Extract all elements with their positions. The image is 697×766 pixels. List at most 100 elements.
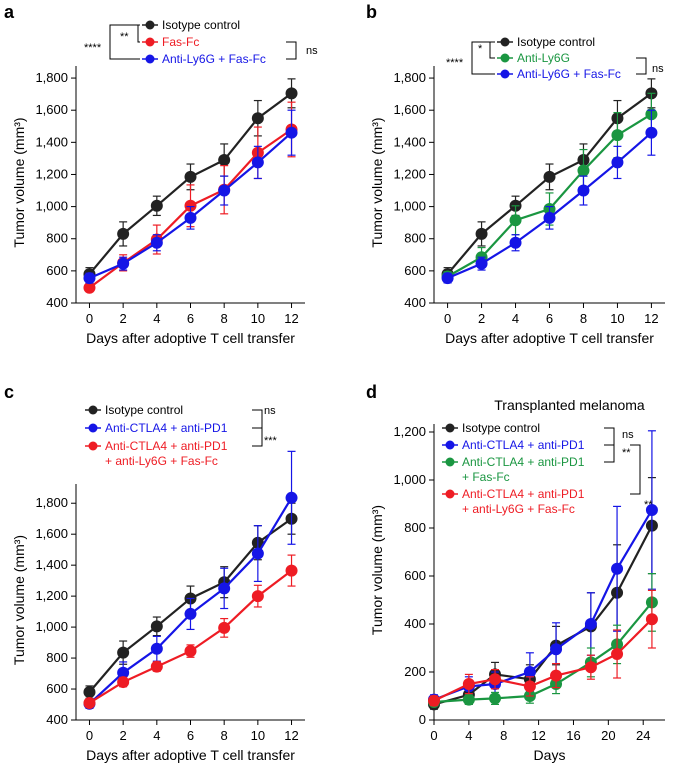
bracket-line [636,57,647,75]
x-tick-label: 2 [120,728,127,743]
y-tick-label: 1,600 [393,102,426,117]
legend: Isotype control Fas-Fc Anti-Ly6G + Fas-Fc [142,18,266,66]
legend-marker [88,405,98,415]
data-point [150,620,163,633]
panel-letter: a [4,2,15,22]
legend: Isotype control Anti-CTLA4 + anti-PD1 Anti… [85,403,228,468]
y-tick-label: 200 [404,664,426,679]
data-point [611,156,624,169]
series-line [433,509,653,701]
y-tick-label: 1,800 [35,495,68,510]
data-point [577,184,590,197]
panel-c: c 400 600 800 1,000 1,200 1,400 1,600 1,800 0 2 4 6 8… [4,382,305,763]
y-tick-label: 1,200 [393,166,426,181]
data-point [117,666,130,679]
data-point [285,564,298,577]
legend-marker [445,423,455,433]
x-tick-label: 20 [601,728,615,743]
y-tick-label: 1,800 [393,70,426,85]
legend-marker [145,54,155,64]
x-tick-label: 4 [512,311,519,326]
data-point [285,126,298,139]
legend-label: Anti-CTLA4 + anti-PD1 [462,438,585,452]
bracket-line [471,41,495,75]
y-tick-label: 1,000 [393,199,426,214]
significance-label: ns [622,429,634,441]
data-point [83,696,96,709]
legend-label: Anti-CTLA4 + anti-PD1 [462,455,585,469]
x-tick-label: 8 [221,728,228,743]
data-point [462,693,475,706]
x-tick-label: 8 [221,311,228,326]
legend-label: Anti-Ly6G + Fas-Fc [517,67,621,81]
data-point [611,129,624,142]
y-tick-label: 400 [46,712,68,727]
data-point [550,669,563,682]
x-tick-label: 12 [644,311,658,326]
legend: Isotype control Anti-CTLA4 + anti-PD1 Anti… [442,421,585,516]
x-tick-label: 8 [580,311,587,326]
x-tick-label: 2 [120,311,127,326]
significance-label: **** [446,57,464,69]
series-1 [83,78,298,282]
x-tick-label: 10 [251,728,265,743]
data-point [645,504,658,516]
data-point [584,618,597,630]
data-point [645,126,658,139]
legend-marker [500,69,510,79]
bracket-line [109,24,140,60]
data-point [150,660,163,673]
significance-label: ** [644,499,653,511]
y-tick-label: 400 [404,295,426,310]
y-tick-label: 1,400 [35,134,68,149]
data-point [150,199,163,212]
panel-letter: d [366,382,377,402]
y-tick-label: 1,400 [35,557,68,572]
legend-label: Anti-Ly6G [517,51,570,65]
data-point [550,643,563,656]
data-point [251,547,264,560]
significance-label: ** [120,31,129,43]
y-tick-label: 1,000 [393,472,426,487]
series-4 [428,589,658,707]
legend-marker [88,441,98,451]
significance-label: * [478,43,483,55]
bracket-line [137,24,140,43]
y-tick-label: 800 [404,231,426,246]
panel-letter: c [4,382,14,402]
y-tick-label: 1,600 [35,526,68,541]
significance-bracket: **** [84,24,140,60]
significance-label: ns [652,63,664,75]
y-tick-label: 1,600 [35,102,68,117]
data-point [251,590,264,603]
significance-bracket: *** [252,427,278,447]
y-tick-label: 400 [46,295,68,310]
y-tick-label: 1,200 [35,166,68,181]
data-point [285,87,298,100]
bracket-line [489,41,495,59]
significance-bracket: ** [120,24,140,43]
panel-letter: b [366,2,377,22]
y-tick-label: 1,800 [35,70,68,85]
series-1 [441,78,658,282]
data-point [509,214,522,227]
x-tick-label: 10 [610,311,624,326]
legend-marker [445,489,455,499]
data-point [543,211,556,224]
legend-label: Anti-CTLA4 + anti-PD1 [105,439,228,453]
y-axis-label: Tumor volume (mm³) [369,505,385,635]
x-tick-label: 0 [444,311,451,326]
x-tick-label: 0 [430,728,437,743]
legend-label: + Fas-Fc [462,470,510,484]
data-point [184,199,197,212]
data-point [523,666,536,678]
data-point [117,676,130,689]
data-point [475,257,488,270]
x-tick-label: 16 [566,728,580,743]
data-point [83,281,96,294]
data-point [184,211,197,224]
y-tick-label: 600 [404,263,426,278]
series-3 [83,554,298,709]
legend-label: Isotype control [105,403,183,417]
legend-marker [445,457,455,467]
